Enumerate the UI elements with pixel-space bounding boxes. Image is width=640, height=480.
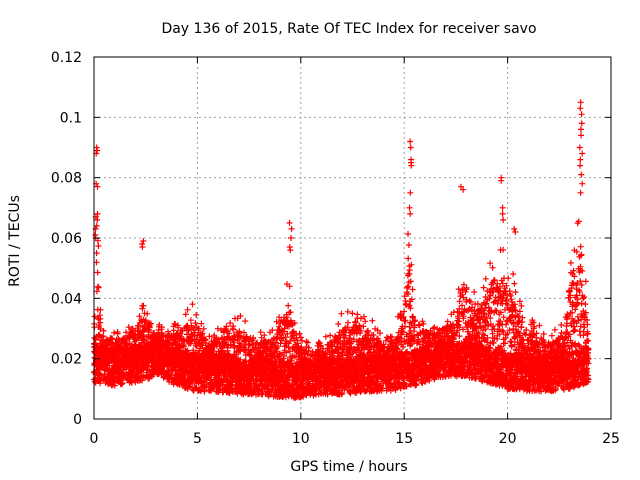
data-point [147,320,154,327]
data-point [404,284,411,291]
data-point [296,330,303,337]
data-point [97,326,104,332]
data-point [139,305,146,312]
data-points [91,99,592,401]
data-point [114,330,121,337]
data-point [405,242,412,248]
data-point [193,311,200,318]
data-point [100,333,107,340]
data-point [119,380,126,387]
data-point [406,267,413,274]
data-point [409,286,416,293]
data-point [405,231,411,237]
data-point [146,324,153,331]
data-point [95,331,102,338]
data-point [136,313,143,320]
data-point [93,288,100,295]
data-point [158,324,165,331]
data-point [369,317,376,324]
data-point [200,325,207,332]
data-point [91,313,98,320]
data-point [95,284,102,291]
data-point [406,302,413,309]
data-point [143,319,150,326]
data-point [165,328,171,335]
data-point [97,315,104,322]
data-point [129,331,136,337]
data-point [111,329,117,336]
data-point [345,319,351,326]
data-point [322,333,329,340]
data-point [285,302,292,309]
data-point [100,327,107,334]
data-point [242,318,249,325]
data-point [335,321,342,327]
data-point [354,311,361,318]
data-point [227,320,234,326]
data-point [144,310,151,317]
data-point [95,243,102,249]
data-point [405,255,412,262]
data-point [257,329,264,336]
data-point [97,306,104,313]
data-point [338,310,345,317]
data-point [109,335,116,342]
data-point [327,332,334,339]
data-point [111,382,118,389]
data-point [140,302,147,309]
data-point [139,377,146,384]
data-point [94,269,101,276]
data-point [98,334,105,341]
data-point [187,317,194,324]
data-point [189,301,196,308]
